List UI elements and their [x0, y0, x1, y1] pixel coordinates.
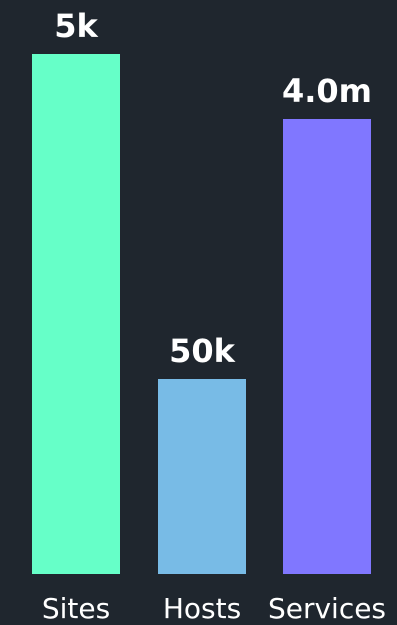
bar-services — [283, 119, 371, 574]
bar-value-label-sites: 5k — [54, 7, 98, 45]
bar-value-label-services: 4.0m — [281, 72, 373, 110]
bar-sites — [32, 54, 120, 574]
bar-hosts — [158, 379, 246, 574]
category-label-services: Services — [267, 592, 387, 625]
category-label-hosts: Hosts — [162, 592, 242, 625]
category-label-sites: Sites — [41, 592, 111, 625]
bar-value-label-hosts: 50k — [169, 332, 235, 370]
